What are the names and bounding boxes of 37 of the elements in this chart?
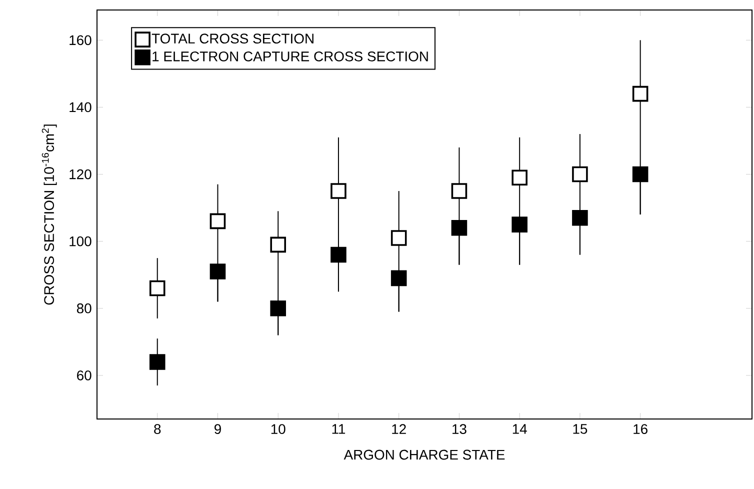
point [330, 183, 346, 199]
y-tick-label: 120 [70, 169, 92, 180]
point [451, 220, 468, 236]
x-tick-label: 10 [271, 424, 286, 434]
legend-label: 1 ELECTRON CAPTURE CROSS SECTION [152, 51, 428, 62]
point [330, 246, 346, 263]
point [270, 236, 286, 253]
x-tick-label: 14 [512, 424, 527, 434]
x-tick-label: 15 [573, 424, 588, 434]
point [512, 216, 528, 232]
point [632, 166, 648, 182]
x-axis-title: ARGON CHARGE STATE [344, 450, 505, 460]
x-tick-label: 11 [332, 424, 346, 434]
point [512, 170, 528, 186]
point [210, 213, 226, 230]
point [270, 300, 286, 316]
y-tick-label: 60 [77, 370, 92, 380]
point [572, 166, 588, 182]
point [451, 183, 468, 199]
point [149, 280, 166, 296]
y-tick-label: 160 [70, 35, 92, 46]
x-tick-label: 8 [154, 424, 161, 434]
legend-label: TOTAL CROSS SECTION [152, 34, 314, 44]
y-tick-label: 80 [76, 303, 92, 314]
y-axis-title: CROSS SECTION [10$^{-16}$cm$^{2}$] [42, 124, 57, 305]
y-tick-label: 100 [70, 236, 92, 246]
point [149, 354, 166, 370]
point [390, 230, 407, 246]
x-tick-label: 13 [452, 424, 466, 434]
x-tick-label: 16 [634, 424, 648, 434]
point [632, 86, 648, 102]
point [210, 264, 226, 280]
y-tick-label: 140 [70, 102, 92, 112]
point [390, 270, 407, 286]
x-tick-label: 12 [392, 424, 406, 434]
x-tick-label: 9 [214, 424, 221, 434]
point [572, 210, 588, 226]
